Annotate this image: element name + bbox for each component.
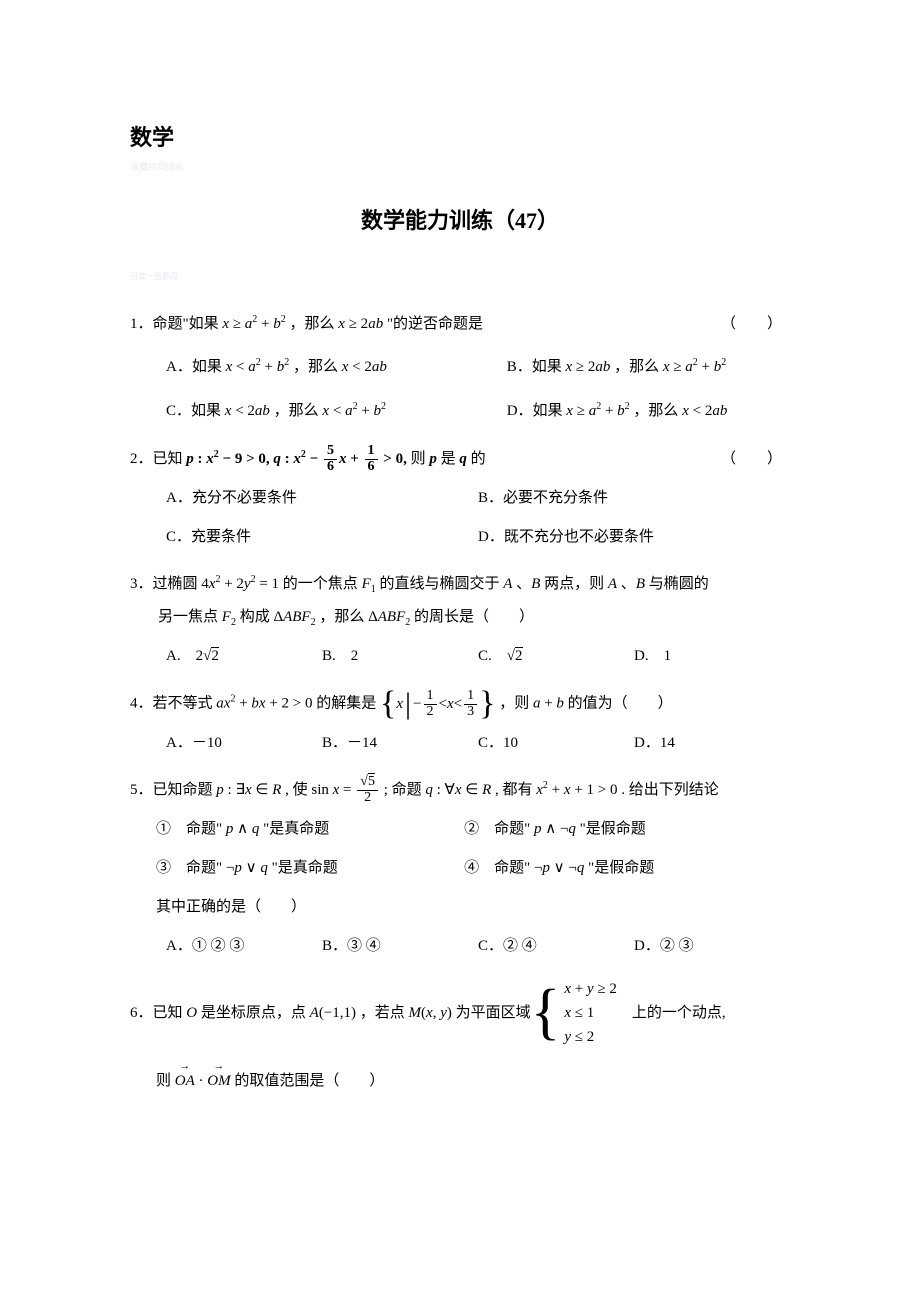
sys1: x + y ≥ 2 xyxy=(564,977,617,1001)
question-3: 3．过椭圆 4x2 + 2y2 = 1 的一个焦点 F1 的直线与椭圆交于 A … xyxy=(130,568,790,673)
q5-optB: B．③ ④ xyxy=(322,930,478,963)
q4-optC: C．10 xyxy=(478,727,634,760)
watermark-1: 收藏共同成长 xyxy=(130,160,790,173)
question-5: 5．已知命题 p : ∃x ∈ R , 使 sin x = √52 ; 命题 q… xyxy=(130,774,790,963)
question-1: 1．命题"如果 x ≥ a2 + b2 ，那么 x ≥ 2ab "的逆否命题是 … xyxy=(130,308,790,429)
q4-optB: B．－14 xyxy=(322,727,478,760)
q5-optC: C．② ④ xyxy=(478,930,634,963)
q1-stem: 1．命题"如果 x ≥ a2 + b2 ，那么 x ≥ 2ab "的逆否命题是 xyxy=(130,308,483,341)
sys3: y ≤ 2 xyxy=(564,1025,617,1049)
q3-stem-line1: 3．过椭圆 4x2 + 2y2 = 1 的一个焦点 F1 的直线与椭圆交于 A … xyxy=(130,568,790,601)
page-subject: 数学 xyxy=(130,120,790,152)
question-6: 6． 已知 O 是坐标原点，点 A(−1,1) ，若点 M(x, y) 为平面区… xyxy=(130,977,790,1098)
sys2: x ≤ 1 xyxy=(564,1001,617,1025)
q1-options-row1: A．如果 x < a2 + b2 ，那么 x < 2ab B．如果 x ≥ 2a… xyxy=(130,349,790,385)
q1-options-row2: C．如果 x < 2ab ，那么 x < a2 + b2 D．如果 x ≥ a2… xyxy=(130,393,790,429)
q5-s12: ① 命题" p ∧ q "是真命题 ② 命题" p ∧ ¬q "是假命题 xyxy=(156,813,790,846)
q2-optA: A．充分不必要条件 xyxy=(166,482,478,515)
watermark-2: 百度一百即得 xyxy=(130,271,790,282)
q3-options: A. 2√2 B. 2 C. √2 D. 1 xyxy=(130,640,790,673)
q5-options: A．① ② ③ B．③ ④ C．② ④ D．② ③ xyxy=(130,930,790,963)
q6-stem: 6． 已知 O 是坐标原点，点 A(−1,1) ，若点 M(x, y) 为平面区… xyxy=(130,977,790,1049)
q5-stem: 5．已知命题 p : ∃x ∈ R , 使 sin x = √52 ; 命题 q… xyxy=(130,774,790,807)
q4-optD: D．14 xyxy=(634,727,790,760)
q3-optB: B. 2 xyxy=(322,640,478,673)
q5-optA: A．① ② ③ xyxy=(166,930,322,963)
q2-optD: D．既不充分也不必要条件 xyxy=(478,521,790,554)
q4-stem: 4．若不等式 ax2 + bx + 2 > 0 的解集是 { x|−12 < x… xyxy=(130,687,790,721)
q3-stem-line2: 另一焦点 F2 构成 ΔABF2 ，那么 ΔABF2 的周长是（ ） xyxy=(130,601,790,634)
q6-line2: 则 OA · OM 的取值范围是（ ） xyxy=(156,1065,790,1098)
q2-optB: B．必要不充分条件 xyxy=(478,482,790,515)
q3-optD: D. 1 xyxy=(634,640,790,673)
q2-stem: 2．已知 p : x2 − 9 > 0, q : x2 − 56x + 16 >… xyxy=(130,443,486,476)
q1-paren: （ ） xyxy=(721,308,790,341)
q4-optA: A．－10 xyxy=(166,727,322,760)
q4-options: A．－10 B．－14 C．10 D．14 xyxy=(130,727,790,760)
question-2: 2．已知 p : x2 − 9 > 0, q : x2 − 56x + 16 >… xyxy=(130,443,790,554)
question-4: 4．若不等式 ax2 + bx + 2 > 0 的解集是 { x|−12 < x… xyxy=(130,687,790,760)
q2-paren: （ ） xyxy=(721,443,790,476)
q2-options-row2: C．充要条件 D．既不充分也不必要条件 xyxy=(130,521,790,554)
q2-options-row1: A．充分不必要条件 B．必要不充分条件 xyxy=(130,482,790,515)
q5-s34: ③ 命题" ¬p ∨ q "是真命题 ④ 命题" ¬p ∨ ¬q "是假命题 xyxy=(156,852,790,885)
q2-optC: C．充要条件 xyxy=(166,521,478,554)
q3-optC: C. √2 xyxy=(478,640,634,673)
q3-optA: A. 2√2 xyxy=(166,640,322,673)
q5-correct: 其中正确的是（ ） xyxy=(156,891,790,924)
main-title: 数学能力训练（47） xyxy=(130,203,790,235)
q5-optD: D．② ③ xyxy=(634,930,790,963)
